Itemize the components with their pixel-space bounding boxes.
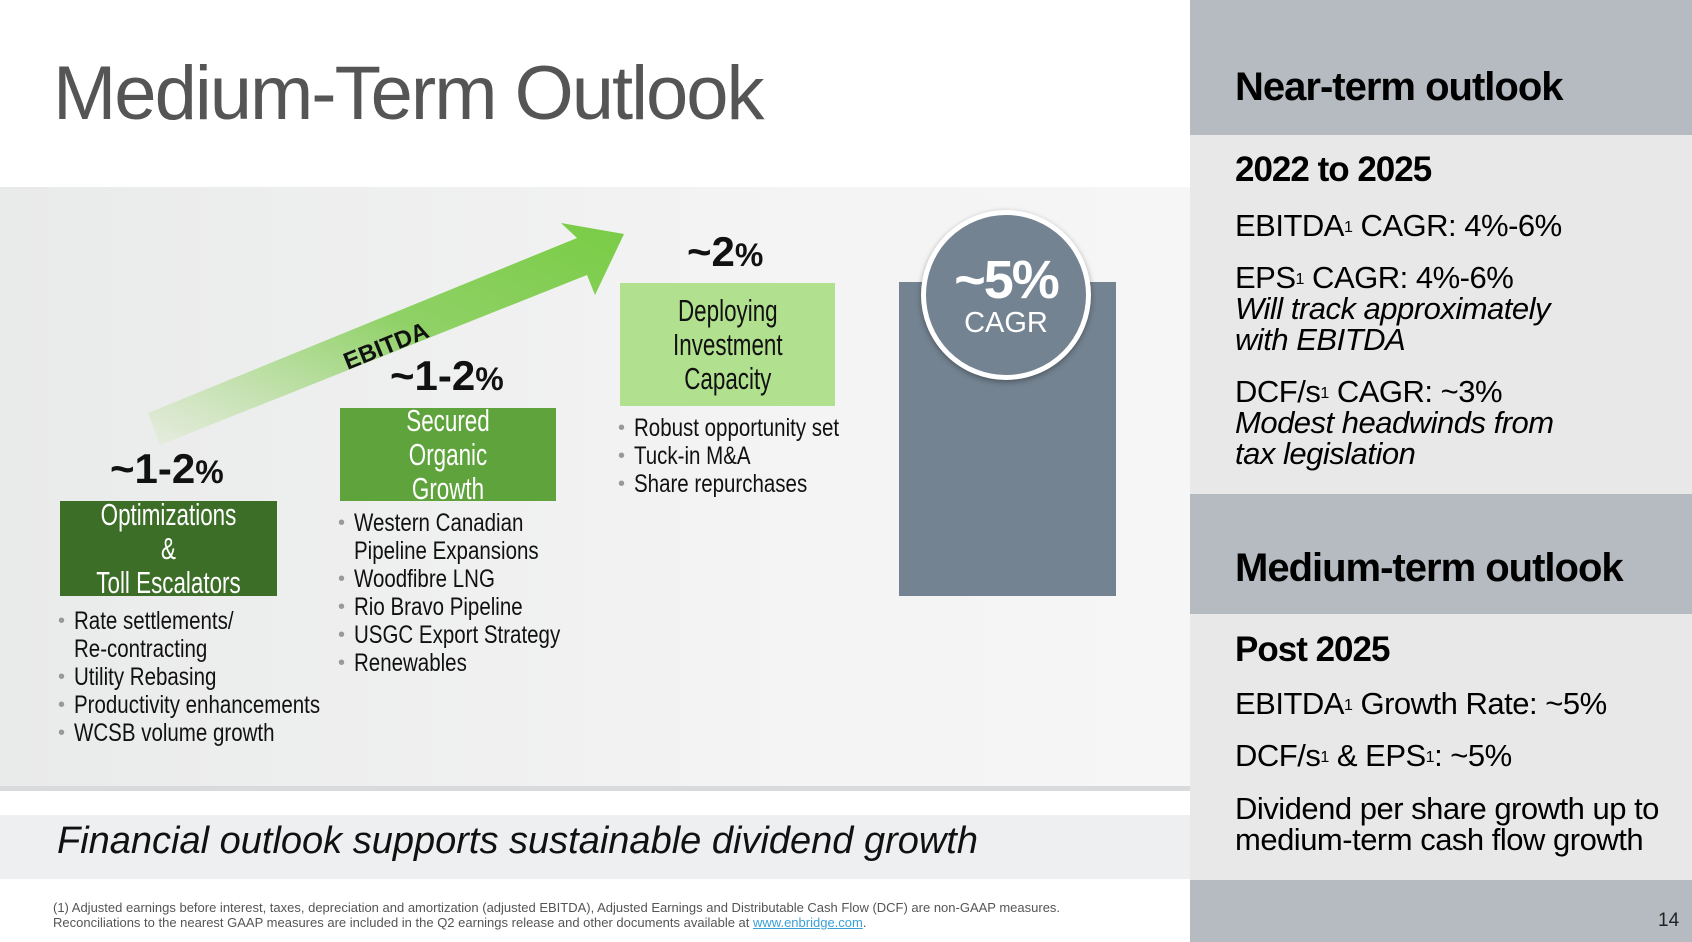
step2-percent: ~1-2% <box>390 352 504 399</box>
cagr-value: ~5% <box>954 250 1060 310</box>
near-term-heading: Near-term outlook <box>1235 65 1563 109</box>
outlook-sidebar <box>1190 0 1692 942</box>
list-item: Tuck-in M&A <box>618 442 884 470</box>
list-item: Productivity enhancements <box>58 691 374 719</box>
step1-percent: ~1-2% <box>110 445 224 492</box>
step3-box-line: Capacity <box>683 360 772 396</box>
step2-box: Secured Organic Growth <box>340 403 556 505</box>
ebitda-growth-arrow: EBITDA <box>148 223 624 445</box>
conclusion-banner <box>0 815 1190 879</box>
medium-term-heading: Medium-term outlook <box>1235 546 1624 590</box>
step3-percent: ~2% <box>687 228 764 275</box>
list-item: Rate settlements/Re-contracting <box>58 607 374 663</box>
list-item: Renewables <box>338 649 605 677</box>
step2-box-line: Organic Growth <box>408 436 488 506</box>
medium-term-period: Post 2025 <box>1235 630 1390 669</box>
step1-bullets: Rate settlements/Re-contracting Utility … <box>58 607 374 747</box>
step1-box-line: Optimizations & <box>100 496 237 566</box>
list-item: Woodfibre LNG <box>338 565 605 593</box>
list-item: USGC Export Strategy <box>338 621 605 649</box>
near-term-header: Near-term outlook <box>1190 0 1692 135</box>
step1-box: Optimizations & Toll Escalators <box>60 496 277 599</box>
step1-box-line: Toll Escalators <box>96 564 241 600</box>
list-item: WCSB volume growth <box>58 719 374 747</box>
cagr-label: CAGR <box>964 307 1048 339</box>
footnote-line: (1) Adjusted earnings before interest, t… <box>53 900 1061 915</box>
near-term-eps: EPS1 CAGR: 4%-6% Will track approximatel… <box>1235 260 1551 357</box>
medium-term-dcf-eps: DCF/s1 & EPS1: ~5% <box>1235 738 1512 773</box>
list-item: Rio Bravo Pipeline <box>338 593 605 621</box>
website-link[interactable]: www.enbridge.com <box>753 915 863 930</box>
list-item: Utility Rebasing <box>58 663 374 691</box>
near-term-ebitda: EBITDA1 CAGR: 4%-6% <box>1235 208 1562 243</box>
step3-box: Deploying Investment Capacity <box>620 283 835 406</box>
step2-box-line: Secured <box>406 402 490 438</box>
panel-divider <box>0 786 1190 791</box>
list-item: Share repurchases <box>618 470 884 498</box>
step3-box-line: Deploying <box>677 292 778 328</box>
step3-bullets: Robust opportunity set Tuck-in M&A Share… <box>618 414 884 498</box>
near-term-period: 2022 to 2025 <box>1235 150 1432 189</box>
list-item: Robust opportunity set <box>618 414 884 442</box>
step3-box-line: Investment <box>672 326 783 362</box>
page-title: Medium-Term Outlook <box>53 51 765 136</box>
banner-text: Financial outlook supports sustainable d… <box>57 820 978 862</box>
sidebar-footer-band <box>1190 880 1692 942</box>
page-number: 14 <box>1658 910 1680 931</box>
footnote-line: Reconciliations to the nearest GAAP meas… <box>53 915 867 930</box>
medium-term-header: Medium-term outlook <box>1190 494 1692 614</box>
medium-term-dividend: Dividend per share growth up to medium-t… <box>1235 791 1659 857</box>
near-term-dcf: DCF/s1 CAGR: ~3% Modest headwinds from t… <box>1235 374 1554 471</box>
footnote: (1) Adjusted earnings before interest, t… <box>53 900 1060 930</box>
cagr-badge: ~5% CAGR <box>921 210 1091 380</box>
medium-term-ebitda: EBITDA1 Growth Rate: ~5% <box>1235 686 1607 721</box>
